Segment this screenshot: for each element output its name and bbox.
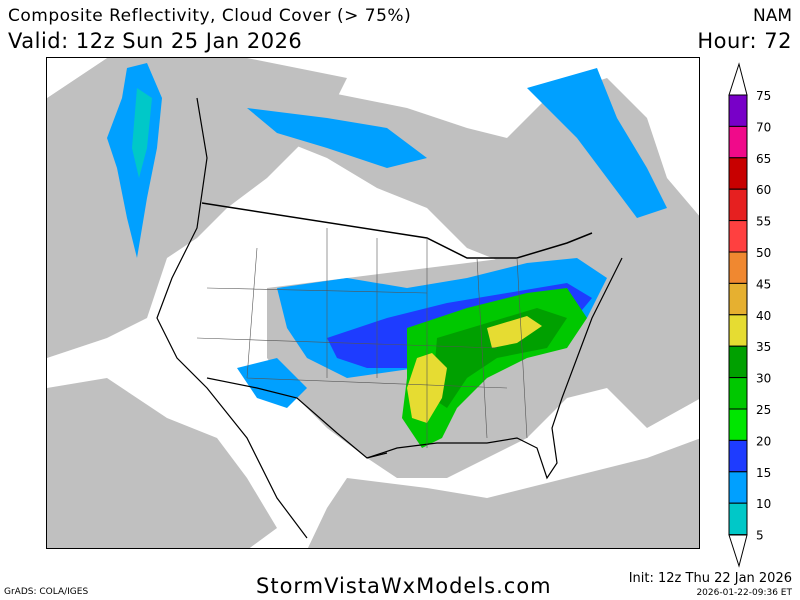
- colorbar-label: 20: [756, 434, 771, 448]
- colorbar-swatch: [728, 282, 748, 316]
- colorbar-label: 15: [756, 466, 771, 480]
- colorbar-swatch: [728, 408, 748, 441]
- colorbar-swatch: [728, 314, 748, 347]
- colorbar-top-arrow: [728, 62, 748, 96]
- colorbar-swatch: [728, 220, 748, 253]
- model-name: NAM: [752, 6, 792, 26]
- generated-timestamp: 2026-01-22-09:36 ET: [696, 588, 792, 598]
- colorbar-label: 75: [756, 89, 771, 103]
- colorbar-label: 55: [756, 215, 771, 229]
- colorbar-swatch: [728, 157, 748, 190]
- precip-atlantic-ne: [527, 68, 667, 218]
- site-watermark: StormVistaWxModels.com: [256, 574, 552, 598]
- colorbar-swatch: [728, 188, 748, 222]
- colorbar-label: 5: [756, 529, 764, 543]
- valid-time: Valid: 12z Sun 25 Jan 2026: [8, 29, 303, 53]
- colorbar-swatch: [728, 377, 748, 410]
- white-corner-right: [647, 58, 699, 205]
- precip-pacific-core: [132, 88, 152, 178]
- map-title: Composite Reflectivity, Cloud Cover (> 7…: [8, 6, 412, 26]
- coastline-west: [156, 97, 308, 539]
- colorbar-label: 70: [756, 120, 771, 134]
- colorbar-label: 40: [756, 309, 771, 323]
- colorbar-label: 35: [756, 340, 771, 354]
- colorbar: 75 70 65 60 55 50 45 40 35 30 25 20 15 10 5: [720, 60, 800, 570]
- precip-southwest: [237, 358, 307, 408]
- colorbar-bottom-arrow: [728, 534, 748, 568]
- precip-canada-north: [247, 108, 427, 168]
- colorbar-graphic: 75 70 65 60 55 50 45 40 35 30 25 20 15 10 5: [728, 62, 771, 568]
- colorbar-label: 10: [756, 497, 771, 511]
- white-corner-left: [47, 58, 107, 98]
- precip-dark-green: [432, 308, 567, 408]
- colorbar-label: 25: [756, 403, 771, 417]
- state-lines: [196, 228, 528, 448]
- grads-credit: GrADS: COLA/IGES: [4, 587, 89, 597]
- colorbar-label: 45: [756, 277, 771, 291]
- colorbar-label: 30: [756, 372, 771, 386]
- gulf-coast: [366, 257, 623, 480]
- colorbar-swatch: [728, 439, 748, 473]
- map-graphic: [47, 58, 699, 548]
- us-canada-border: [201, 202, 593, 259]
- colorbar-swatch: [728, 502, 748, 536]
- cloud-cover-south: [47, 378, 277, 548]
- precip-yellow-ne: [487, 316, 542, 348]
- cloud-cover-gulf: [307, 438, 699, 548]
- colorbar-label: 65: [756, 152, 771, 166]
- colorbar-swatch: [728, 345, 748, 379]
- init-time: Init: 12z Thu 22 Jan 2026: [628, 571, 792, 586]
- colorbar-swatch: [728, 251, 748, 284]
- colorbar-label: 60: [756, 183, 771, 197]
- colorbar-swatch: [728, 471, 748, 504]
- forecast-hour: Hour: 72: [697, 29, 792, 53]
- reflectivity-map: [46, 57, 700, 549]
- colorbar-label: 50: [756, 246, 771, 260]
- colorbar-swatch: [728, 125, 748, 159]
- colorbar-swatch: [728, 94, 748, 127]
